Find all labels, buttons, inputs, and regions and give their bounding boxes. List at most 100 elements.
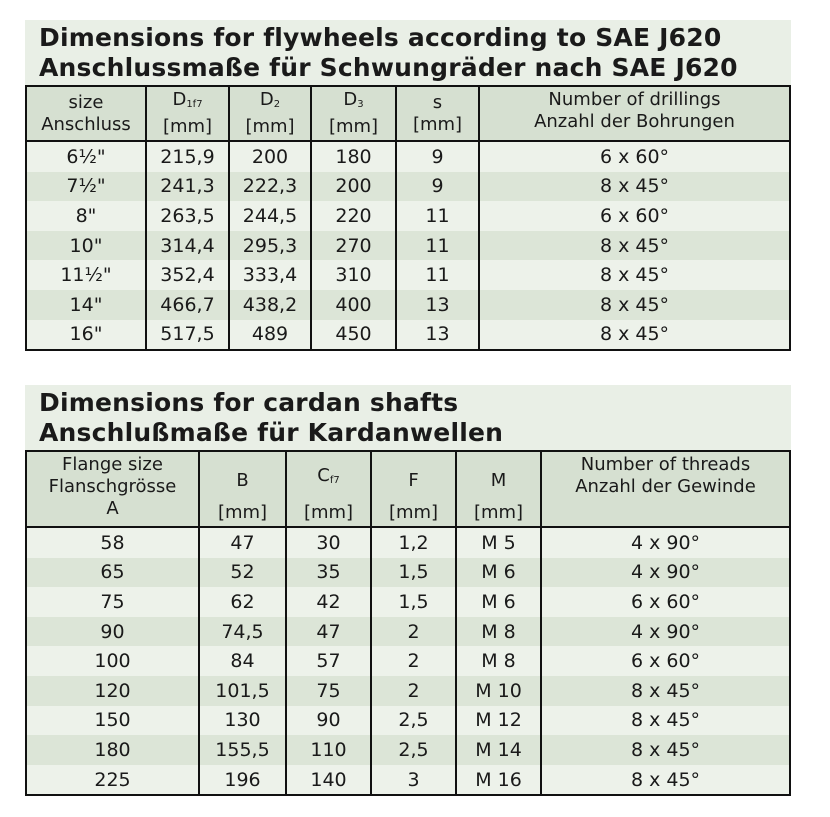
table-cell: 57: [285, 646, 371, 676]
table-cell: 9: [395, 141, 479, 172]
table-cell: 6 x 60°: [478, 141, 790, 172]
title-german: Anschlußmaße für Kardanwellen: [39, 418, 504, 447]
table-cell: 47: [198, 527, 286, 558]
flywheel-title: Dimensions for flywheels according to SA…: [25, 20, 791, 85]
header-row: Flange size Flanschgrösse A B [mm] Cf7 [mm] …: [26, 451, 790, 528]
table-cell: M 8: [455, 646, 541, 676]
table-cell: 84: [198, 646, 286, 676]
table-cell: 196: [198, 764, 286, 796]
table-cell: 400: [310, 289, 396, 320]
header-d3: D3 [mm]: [310, 86, 396, 142]
table-cell: 241,3: [145, 171, 229, 202]
table-cell: 263,5: [145, 201, 229, 231]
header-size: size Anschluss: [26, 86, 146, 142]
table-cell: 110: [285, 735, 371, 765]
table-cell: 295,3: [228, 230, 311, 261]
header-flange-size: Flange size Flanschgrösse A: [26, 451, 199, 528]
table-cell: 11: [395, 260, 479, 290]
table-cell: 352,4: [145, 260, 229, 290]
table-row: 150 130 90 2,5 M 12 8 x 45°: [26, 705, 790, 736]
table-cell: 438,2: [228, 289, 311, 320]
table-cell: 8 x 45°: [540, 675, 790, 706]
table-cell: 2: [370, 646, 456, 676]
table-cell: 90: [26, 616, 199, 647]
table-cell: 8 x 45°: [540, 764, 790, 796]
table-cell: 310: [310, 260, 396, 290]
table-cell: 11½": [26, 260, 146, 290]
header-row: size Anschluss D1f7 [mm] D2 [mm] D3 [mm] s [m…: [26, 86, 790, 142]
header-threads: Number of threads Anzahl der Gewinde: [540, 451, 790, 528]
table-cell: 2: [370, 675, 456, 706]
table-cell: 466,7: [145, 289, 229, 320]
table-cell: 3: [370, 764, 456, 796]
table-cell: 100: [26, 646, 199, 676]
flywheel-table: size Anschluss D1f7 [mm] D2 [mm] D3 [mm] s [m…: [25, 85, 791, 352]
table-cell: 1,5: [370, 587, 456, 617]
header-c: Cf7 [mm]: [285, 451, 371, 528]
table-cell: 220: [310, 201, 396, 231]
flywheel-section: Dimensions for flywheels according to SA…: [25, 20, 791, 352]
table-cell: 42: [285, 587, 371, 617]
table-cell: 8 x 45°: [478, 230, 790, 261]
table-cell: 74,5: [198, 616, 286, 647]
table-cell: 8": [26, 201, 146, 231]
table-cell: M 10: [455, 675, 541, 706]
table-cell: 11: [395, 230, 479, 261]
table-cell: 65: [26, 557, 199, 588]
table-cell: 14": [26, 289, 146, 320]
table-row: 16" 517,5 489 450 13 8 x 45°: [26, 319, 790, 351]
table-cell: 200: [228, 141, 311, 172]
table-cell: 4 x 90°: [540, 527, 790, 558]
table-cell: 13: [395, 289, 479, 320]
header-s: s [mm]: [395, 86, 479, 142]
table-cell: 333,4: [228, 260, 311, 290]
table-row: 6½" 215,9 200 180 9 6 x 60°: [26, 141, 790, 172]
table-cell: 130: [198, 705, 286, 736]
table-cell: 222,3: [228, 171, 311, 202]
cardan-table: Flange size Flanschgrösse A B [mm] Cf7 [mm] …: [25, 450, 791, 797]
table-cell: M 8: [455, 616, 541, 647]
table-cell: 8 x 45°: [478, 171, 790, 202]
table-cell: 4 x 90°: [540, 616, 790, 647]
table-cell: M 14: [455, 735, 541, 765]
table-cell: 6½": [26, 141, 146, 172]
table-row: 10" 314,4 295,3 270 11 8 x 45°: [26, 230, 790, 261]
table-cell: 90: [285, 705, 371, 736]
table-cell: 30: [285, 527, 371, 558]
table-cell: 244,5: [228, 201, 311, 231]
table-cell: 7½": [26, 171, 146, 202]
table-cell: 47: [285, 616, 371, 647]
table-cell: 8 x 45°: [478, 319, 790, 351]
table-cell: 120: [26, 675, 199, 706]
table-cell: 8 x 45°: [540, 735, 790, 765]
table-cell: 489: [228, 319, 311, 351]
table-cell: 180: [26, 735, 199, 765]
cardan-title: Dimensions for cardan shafts Anschlußmaß…: [25, 385, 791, 450]
table-row: 180 155,5 110 2,5 M 14 8 x 45°: [26, 735, 790, 765]
table-cell: 1,2: [370, 527, 456, 558]
table-row: 11½" 352,4 333,4 310 11 8 x 45°: [26, 260, 790, 290]
table-cell: 140: [285, 764, 371, 796]
table-cell: 2,5: [370, 735, 456, 765]
table-row: 7½" 241,3 222,3 200 9 8 x 45°: [26, 171, 790, 202]
header-f: F [mm]: [370, 451, 456, 528]
table-cell: 13: [395, 319, 479, 351]
header-d1: D1f7 [mm]: [145, 86, 229, 142]
cardan-section: Dimensions for cardan shafts Anschlußmaß…: [25, 385, 791, 797]
table-cell: 314,4: [145, 230, 229, 261]
table-cell: 9: [395, 171, 479, 202]
table-cell: 2: [370, 616, 456, 647]
table-row: 225 196 140 3 M 16 8 x 45°: [26, 764, 790, 796]
table-row: 120 101,5 75 2 M 10 8 x 45°: [26, 675, 790, 706]
table-cell: 215,9: [145, 141, 229, 172]
table-cell: 270: [310, 230, 396, 261]
header-drillings: Number of drillings Anzahl der Bohrungen: [478, 86, 790, 142]
table-cell: 11: [395, 201, 479, 231]
table-cell: M 6: [455, 587, 541, 617]
table-cell: M 16: [455, 764, 541, 796]
table-cell: 517,5: [145, 319, 229, 351]
